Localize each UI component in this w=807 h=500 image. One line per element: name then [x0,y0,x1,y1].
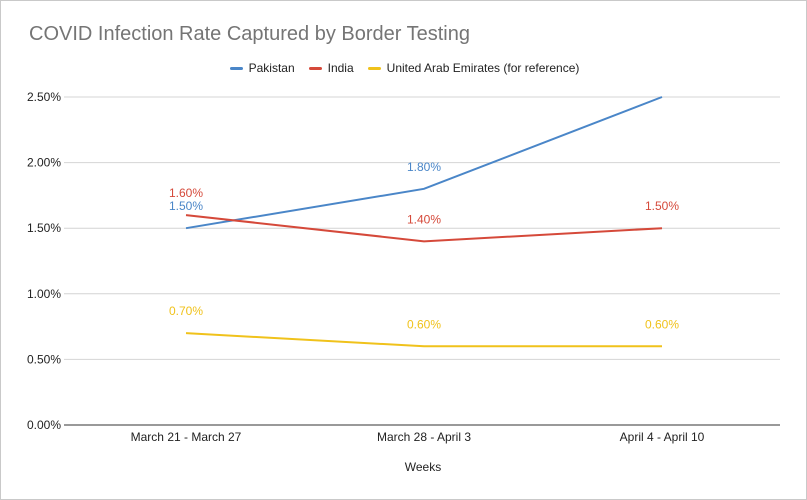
legend-item-uae: United Arab Emirates (for reference) [367,61,580,75]
data-labels: 1.50% 1.80% 1.60% 1.40% 1.50% 0.70% 0.60% 0.60% [169,160,679,331]
x-tick-label: March 28 - April 3 [377,430,471,444]
legend-item-india: India [308,61,354,75]
y-tick-label: 2.50% [27,90,61,104]
series-lines [185,96,663,348]
y-tick-label: 1.50% [27,221,61,235]
data-label-uae: 0.60% [645,317,679,331]
data-label-uae: 0.60% [407,317,441,331]
legend-item-pakistan: Pakistan [229,61,295,75]
legend-swatch-india [308,66,322,70]
data-label-pakistan: 1.50% [169,199,203,213]
data-label-india: 1.50% [645,199,679,213]
x-tick-label: April 4 - April 10 [620,430,705,444]
legend-swatch-uae [367,66,381,70]
x-tick-labels: March 21 - March 27 March 28 - April 3 Apr… [131,430,705,444]
y-tick-label: 1.00% [27,287,61,301]
legend-label-uae: United Arab Emirates (for reference) [386,61,580,75]
gridlines [64,96,780,426]
x-axis-label: Weeks [405,460,441,474]
legend-label-pakistan: Pakistan [248,61,295,75]
series-line-uae [185,332,662,348]
chart-legend: Pakistan India United Arab Emirates (for… [1,61,807,75]
x-tick-label: March 21 - March 27 [131,430,242,444]
y-tick-label: 0.50% [27,352,61,366]
chart-title: COVID Infection Rate Captured by Border … [29,23,470,45]
y-tick-label: 0.00% [27,418,61,432]
data-label-india: 1.40% [407,212,441,226]
series-line-pakistan [185,96,663,230]
y-tick-labels: 0.00% 0.50% 1.00% 1.50% 2.00% 2.50% [27,90,61,432]
data-label-pakistan: 1.80% [407,160,441,174]
series-line-india [185,214,663,243]
legend-swatch-pakistan [229,66,243,70]
y-tick-label: 2.00% [27,156,61,170]
data-label-uae: 0.70% [169,304,203,318]
data-label-india: 1.60% [169,186,203,200]
legend-label-india: India [327,61,354,75]
